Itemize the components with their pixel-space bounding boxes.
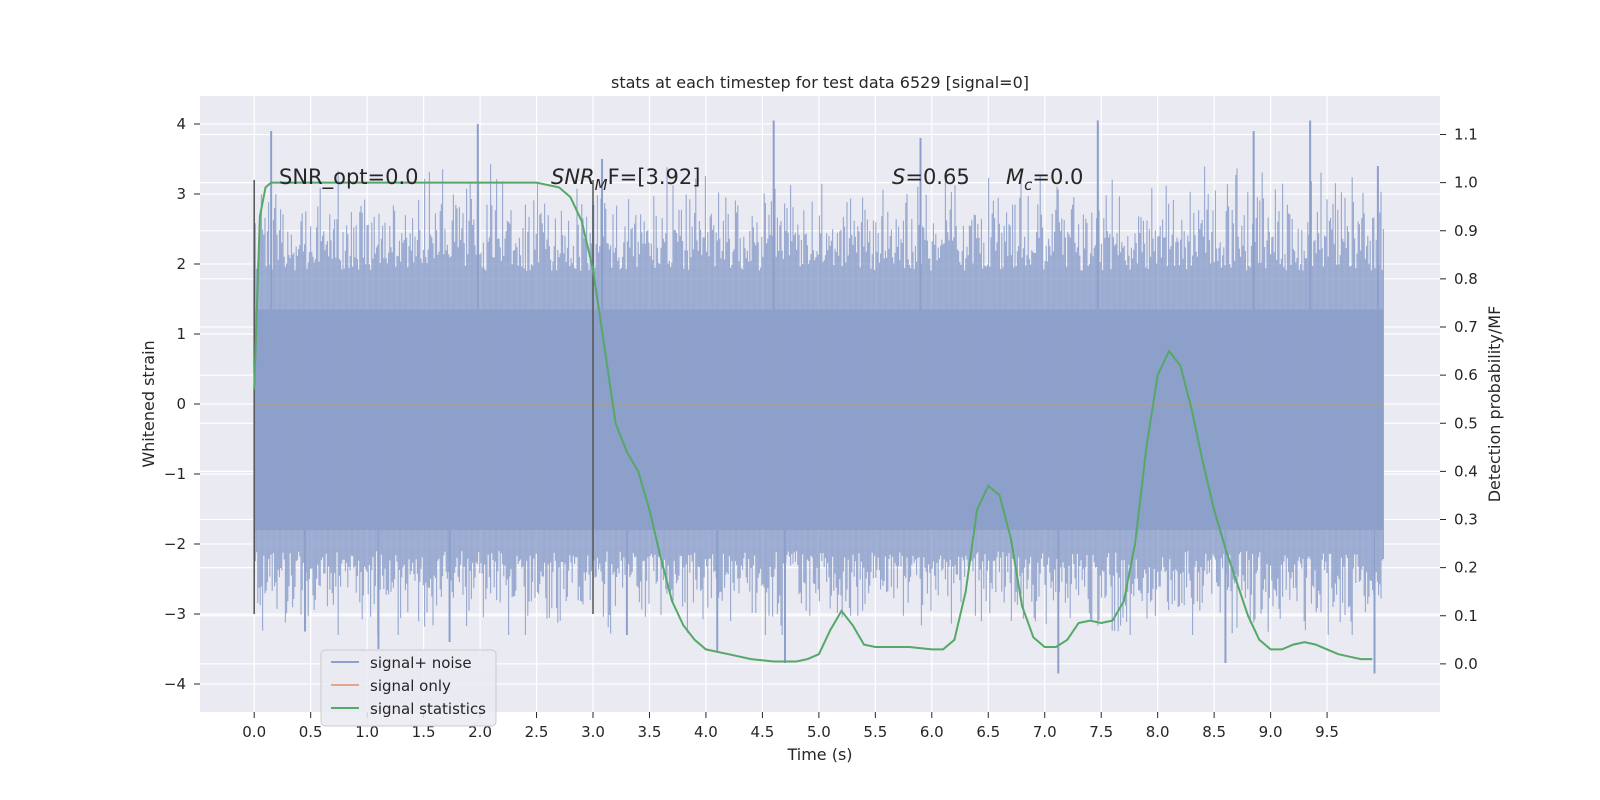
y-tick-label: 1 [176, 325, 186, 343]
x-tick-label: 1.0 [355, 723, 379, 741]
y-tick-label: −2 [164, 535, 186, 553]
y2-tick-label: 0.0 [1454, 655, 1478, 673]
annotation-mc-value: =0.0 [1032, 165, 1083, 189]
y2-tick-label: 0.7 [1454, 318, 1478, 336]
y-tick-label: 3 [176, 185, 186, 203]
y2-tick-label: 1.1 [1454, 126, 1478, 144]
x-tick-label: 8.5 [1202, 723, 1226, 741]
x-axis-label: Time (s) [786, 745, 852, 764]
annotation-s-value: =0.65 [905, 165, 969, 189]
annotation-snr-mf: SNRMF=[3.92] [551, 165, 700, 194]
y2-tick-label: 0.6 [1454, 366, 1478, 384]
legend-label-signal-noise: signal+ noise [370, 654, 472, 672]
x-tick-label: 4.0 [694, 723, 718, 741]
x-tick-label: 5.5 [863, 723, 887, 741]
x-tick-label: 4.5 [750, 723, 774, 741]
y-tick-label: 0 [176, 395, 186, 413]
x-tick-label: 3.0 [581, 723, 605, 741]
x-tick-label: 2.0 [468, 723, 492, 741]
legend-box [320, 649, 497, 727]
series-signal-statistics [253, 181, 1373, 663]
vertical-markers [253, 180, 594, 614]
y-tick-label: 4 [176, 115, 186, 133]
annotation-mc-symbol: M [1006, 165, 1024, 189]
annotation-s: S=0.65 [892, 165, 970, 189]
annotation-snr-opt: SNR_opt=0.0 [279, 165, 419, 190]
y2-tick-label: 0.2 [1454, 559, 1478, 577]
x-tick-label: 0.5 [299, 723, 323, 741]
annotation-snr-mf-symbol: SNR [551, 165, 595, 189]
x-tick-label: 9.5 [1315, 723, 1339, 741]
y2-tick-label: 0.1 [1454, 607, 1478, 625]
annotation-snr-mf-subscript: M [595, 176, 608, 194]
x-tick-label: 8.0 [1146, 723, 1170, 741]
annotation-mc: Mc=0.0 [1006, 165, 1083, 194]
annotation-mc-subscript: c [1024, 176, 1033, 194]
x-tick-label: 5.0 [807, 723, 831, 741]
x-tick-label: 6.5 [976, 723, 1000, 741]
y2-axis-label: Detection probability/MF [1485, 306, 1504, 503]
legend-label-signal-only: signal only [370, 677, 451, 695]
x-tick-label: 3.5 [638, 723, 662, 741]
x-tick-label: 0.0 [242, 723, 266, 741]
x-tick-label: 2.5 [525, 723, 549, 741]
y-axis-label: Whitened strain [139, 340, 158, 467]
y2-tick-label: 0.3 [1454, 511, 1478, 529]
y2-tick-label: 0.9 [1454, 222, 1478, 240]
y-tick-label: 2 [176, 255, 186, 273]
y-axis-ticks: 4 3 2 1 0 −1 −2 −3 −4 [164, 115, 200, 693]
y2-tick-label: 0.4 [1454, 462, 1478, 480]
legend: signal+ noise signal only signal statist… [320, 649, 497, 727]
x-tick-label: 1.5 [412, 723, 436, 741]
x-tick-label: 7.5 [1089, 723, 1113, 741]
y-tick-label: −1 [164, 465, 186, 483]
x-tick-label: 6.0 [920, 723, 944, 741]
y-tick-label: −3 [164, 605, 186, 623]
x-tick-label: 7.0 [1033, 723, 1057, 741]
y2-tick-label: 0.8 [1454, 270, 1478, 288]
y-tick-label: −4 [164, 675, 186, 693]
legend-label-signal-statistics: signal statistics [370, 700, 486, 718]
annotation-snr-mf-value: F=[3.92] [608, 165, 701, 189]
x-tick-label: 9.0 [1259, 723, 1283, 741]
y2-tick-label: 1.0 [1454, 174, 1478, 192]
x-axis-ticks: 0.0 0.5 1.0 1.5 2.0 2.5 3.0 3.5 4.0 4.5 5.0 5.5 6.0 6… [242, 712, 1339, 741]
series-signal-noise [253, 120, 1384, 674]
y2-axis-ticks: 1.1 1.0 0.9 0.8 0.7 0.6 0.5 0.4 0.3 0.2 0.1 0.0 [1440, 126, 1478, 673]
chart-title: stats at each timestep for test data 652… [611, 73, 1029, 92]
annotation-s-symbol: S [892, 165, 905, 189]
y2-tick-label: 0.5 [1454, 414, 1478, 432]
